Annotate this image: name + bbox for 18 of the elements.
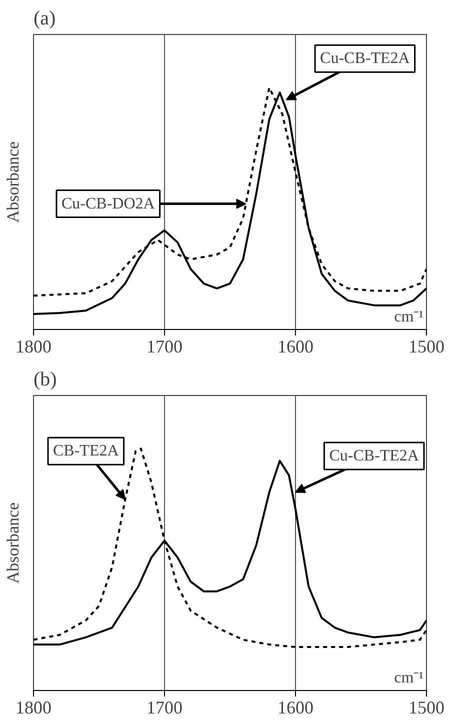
x-tick-label: 1800 (16, 336, 52, 356)
annotation: Cu-CB-DO2A (62, 195, 156, 212)
x-axis-title: cm⁻¹ (394, 308, 424, 326)
x-tick-label: 1600 (278, 698, 314, 718)
y-axis-title: Absorbance (4, 502, 22, 584)
x-tick-label: 1700 (146, 698, 182, 718)
x-tick-label: 1500 (408, 336, 444, 356)
x-axis-title: cm⁻¹ (394, 670, 424, 686)
annotation: Cu-CB-TE2A (320, 50, 410, 68)
x-tick-label: 1600 (278, 336, 314, 356)
y-axis-title: Absorbance (4, 141, 22, 223)
x-tick-label: 1500 (408, 698, 444, 718)
annotation: Cu-CB-TE2A (329, 447, 420, 464)
chart-title: (a) (34, 8, 56, 30)
chart-title: (b) (34, 368, 57, 390)
annotation: CB-TE2A (53, 442, 120, 460)
x-tick-label: 1800 (16, 698, 52, 718)
x-tick-label: 1700 (146, 336, 182, 356)
